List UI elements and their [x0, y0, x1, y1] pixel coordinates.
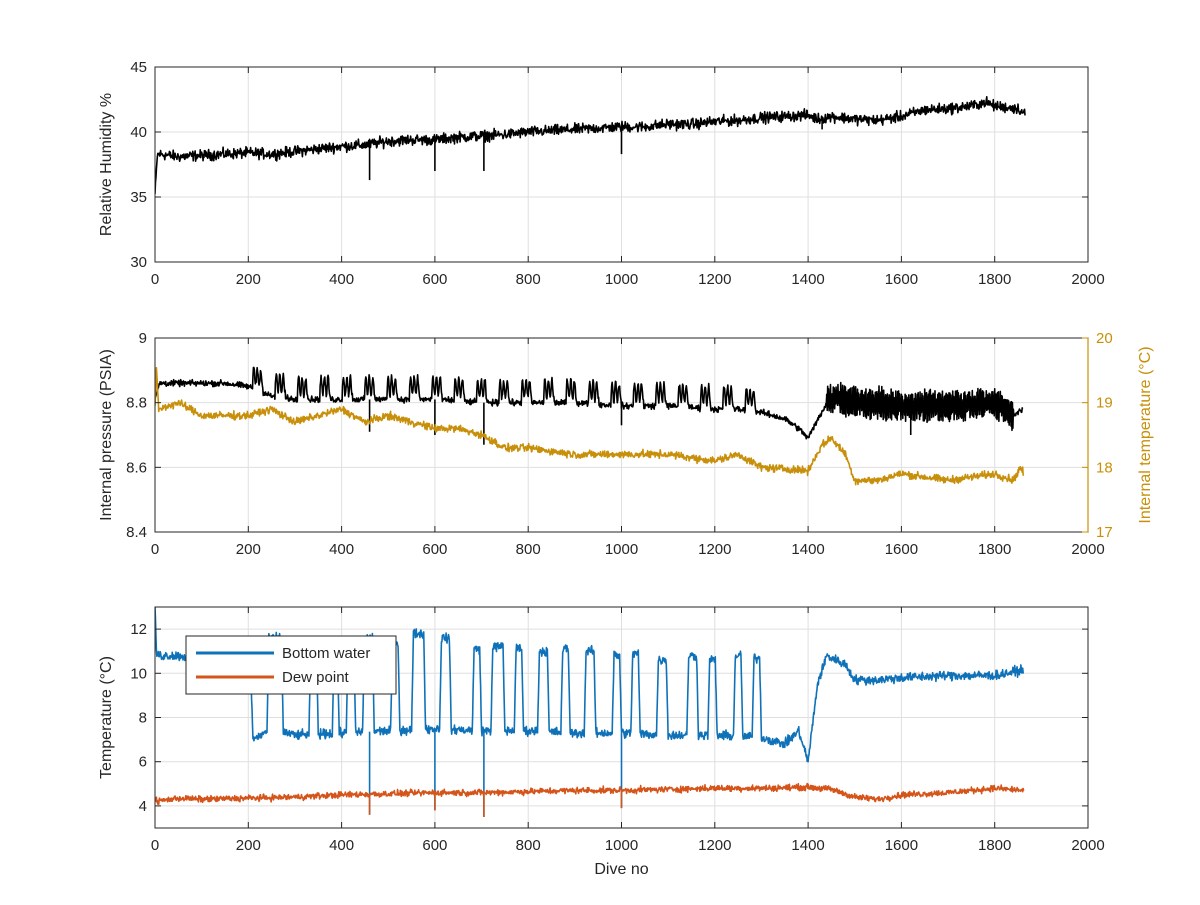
x-tick-label: 400 [329, 837, 354, 854]
y-tick-label: 8 [139, 710, 147, 727]
x-tick-label: 1600 [885, 541, 918, 558]
y-tick-label: 8.4 [126, 524, 147, 541]
legend-box [185, 635, 397, 695]
x-tick-label: 1000 [605, 837, 638, 854]
y-tick-label: 40 [130, 124, 147, 141]
x-tick-label: 400 [329, 541, 354, 558]
x-tick-label: 1000 [605, 541, 638, 558]
x-tick-label: 1400 [791, 837, 824, 854]
legend: Bottom water Dew point [185, 635, 397, 695]
x-tick-label: 1800 [978, 271, 1011, 288]
series-line-bottom-water [155, 607, 1025, 763]
x-tick-label: 600 [422, 837, 447, 854]
y-tick-label: 10 [130, 665, 147, 682]
series-group [155, 95, 1026, 194]
pressure-temperature-panel: 0 200 400 600 800 1000 1200 1400 1600 1800 2000 8.4… [98, 330, 1154, 558]
y-tick-label: 8.6 [126, 459, 147, 476]
right-tick-label: 18 [1096, 459, 1113, 476]
series-line-dew-point [155, 782, 1025, 806]
x-tick-label: 1200 [698, 271, 731, 288]
x-tick-label: 0 [151, 837, 159, 854]
x-tick-label: 2000 [1071, 541, 1104, 558]
y-tick-label: 12 [130, 621, 147, 638]
x-tick-label: 1000 [605, 271, 638, 288]
x-tick-label: 1800 [978, 837, 1011, 854]
series-line-internal-temperature [155, 366, 1025, 486]
x-tick-label: 200 [236, 541, 261, 558]
y-tick-label: 35 [130, 189, 147, 206]
x-tick-label: 1400 [791, 541, 824, 558]
x-tick-label: 400 [329, 271, 354, 288]
x-tick-label: 1800 [978, 541, 1011, 558]
x-tick-label: 600 [422, 541, 447, 558]
x-tick-label: 800 [516, 271, 541, 288]
right-axis-label: Internal temperature (°C) [1137, 346, 1154, 523]
legend-label: Bottom water [282, 645, 370, 662]
x-tick-label: 1600 [885, 271, 918, 288]
right-tick-label: 19 [1096, 395, 1113, 412]
temperature-panel: 0 200 400 600 800 1000 1200 1400 1600 1800 2000 4 6 8… [98, 606, 1105, 878]
x-tick-label: 200 [236, 837, 261, 854]
x-tick-label: 1200 [698, 541, 731, 558]
y-tick-label: 9 [139, 330, 147, 347]
x-tick-label: 600 [422, 271, 447, 288]
x-tick-label: 800 [516, 837, 541, 854]
y-tick-label: 45 [130, 59, 147, 76]
right-tick-label: 20 [1096, 330, 1113, 347]
y-axis-label: Temperature (°C) [98, 656, 115, 779]
series-group [155, 366, 1025, 486]
x-tick-label: 800 [516, 541, 541, 558]
y-tick-label: 6 [139, 754, 147, 771]
x-tick-label: 1200 [698, 837, 731, 854]
y-tick-label: 30 [130, 254, 147, 271]
right-tick-label: 17 [1096, 524, 1113, 541]
x-axis-label: Dive no [594, 861, 648, 878]
x-tick-label: 0 [151, 541, 159, 558]
x-tick-label: 1400 [791, 271, 824, 288]
series-line-pressure [155, 366, 1024, 440]
y-axis-label: Relative Humidity % [98, 93, 115, 236]
humidity-panel: 0 200 400 600 800 1000 1200 1400 1600 1800 2000 30 3… [98, 59, 1105, 288]
series-group [155, 607, 1025, 817]
y-axis-label: Internal pressure (PSIA) [98, 349, 115, 521]
y-tick-label: 4 [139, 798, 147, 815]
legend-label: Dew point [282, 669, 350, 686]
x-tick-label: 1600 [885, 837, 918, 854]
x-tick-label: 2000 [1071, 271, 1104, 288]
series-line-humidity [155, 95, 1026, 194]
x-tick-label: 2000 [1071, 837, 1104, 854]
y-tick-label: 8.8 [126, 395, 147, 412]
x-tick-label: 200 [236, 271, 261, 288]
x-tick-label: 0 [151, 271, 159, 288]
